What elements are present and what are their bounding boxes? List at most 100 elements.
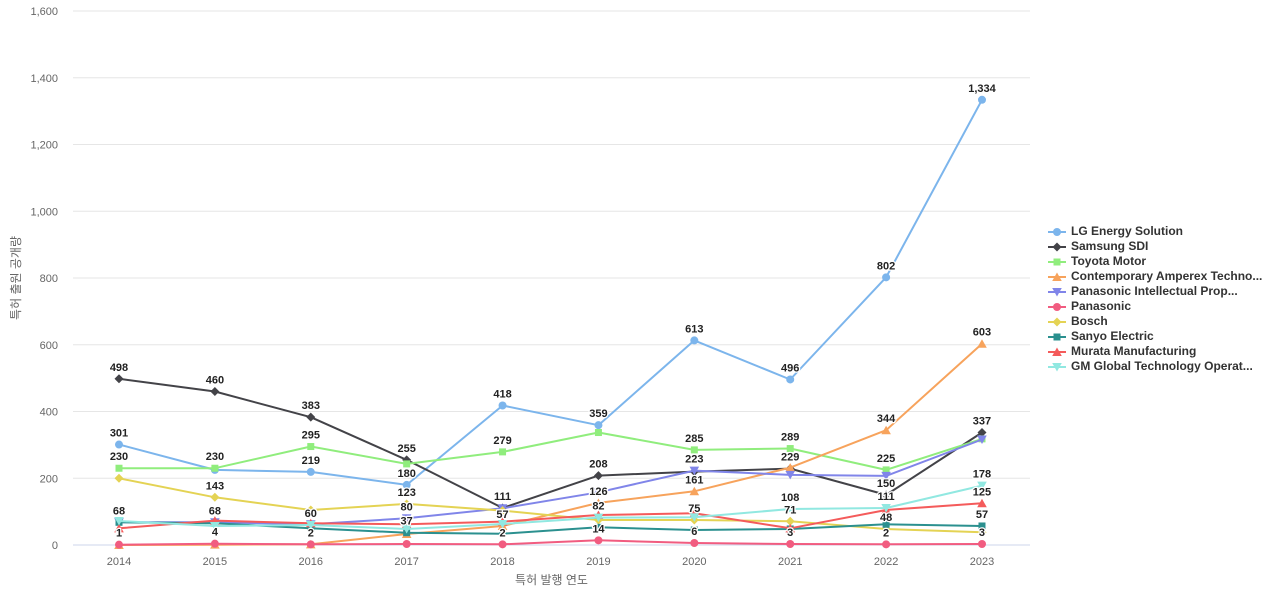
data-point[interactable] <box>786 539 795 548</box>
legend-item-murata-manufacturing[interactable]: Murata Manufacturing <box>1048 344 1262 359</box>
data-point[interactable] <box>594 429 602 437</box>
data-point[interactable] <box>497 519 508 529</box>
data-point[interactable] <box>593 513 604 523</box>
x-axis-tick-label: 2020 <box>682 556 706 568</box>
data-point-label: 289 <box>781 432 799 444</box>
data-point[interactable] <box>210 539 219 548</box>
data-point-label: 219 <box>302 455 320 467</box>
data-point[interactable] <box>977 481 987 491</box>
x-axis-title: 특허 발행 연도 <box>515 572 588 587</box>
data-point[interactable] <box>690 538 699 547</box>
data-point[interactable] <box>306 505 316 515</box>
legend-item-lg-energy-solution[interactable]: LG Energy Solution <box>1048 224 1262 239</box>
data-point[interactable] <box>402 499 412 509</box>
data-point[interactable] <box>498 540 507 549</box>
data-point-label: 123 <box>397 487 415 499</box>
data-point[interactable] <box>401 524 412 534</box>
data-point-label: 285 <box>685 433 703 445</box>
data-point[interactable] <box>114 473 124 483</box>
data-point[interactable] <box>977 498 987 508</box>
data-point[interactable] <box>977 527 987 537</box>
legend-item-toyota-motor[interactable]: Toyota Motor <box>1048 254 1262 269</box>
data-point[interactable] <box>882 273 891 282</box>
data-point[interactable] <box>499 530 507 538</box>
data-point[interactable] <box>115 464 123 472</box>
data-point[interactable] <box>881 490 891 500</box>
legend-item-sanyo-electric[interactable]: Sanyo Electric <box>1048 329 1262 344</box>
data-point[interactable] <box>881 425 891 435</box>
data-point[interactable] <box>882 466 890 474</box>
data-point[interactable] <box>689 486 700 496</box>
data-point[interactable] <box>593 471 603 481</box>
data-point[interactable] <box>977 339 987 348</box>
data-point-label: 230 <box>110 451 128 463</box>
data-point-label: 68 <box>209 505 221 517</box>
data-point[interactable] <box>785 463 796 472</box>
data-point[interactable] <box>210 521 220 531</box>
data-point[interactable] <box>211 464 219 472</box>
legend-symbol <box>1052 317 1062 326</box>
legend-item-contemporary-amperex-techno-[interactable]: Contemporary Amperex Techno... <box>1048 269 1262 284</box>
data-point[interactable] <box>882 520 890 528</box>
series-lg-energy-solution <box>115 95 986 489</box>
legend-item-gm-global-technology-operat-[interactable]: GM Global Technology Operat... <box>1048 359 1262 374</box>
legend-item-bosch[interactable]: Bosch <box>1048 314 1262 329</box>
data-point[interactable] <box>977 539 986 548</box>
data-point[interactable] <box>402 480 411 489</box>
series-line <box>118 484 983 530</box>
data-point[interactable] <box>401 514 412 523</box>
data-point[interactable] <box>498 506 508 516</box>
legend-marker-icon <box>1048 272 1066 281</box>
data-point[interactable] <box>210 492 220 502</box>
data-point[interactable] <box>115 440 123 449</box>
data-point-label: 2 <box>499 527 505 539</box>
data-point[interactable] <box>690 446 698 454</box>
data-point[interactable] <box>114 374 124 384</box>
series-line <box>118 377 983 509</box>
data-point[interactable] <box>786 375 795 384</box>
data-point[interactable] <box>307 443 315 451</box>
legend-item-panasonic[interactable]: Panasonic <box>1048 299 1262 314</box>
data-point[interactable] <box>690 526 698 534</box>
data-point[interactable] <box>305 520 316 530</box>
legend-item-label: Sanyo Electric <box>1071 329 1154 343</box>
data-point[interactable] <box>498 401 507 410</box>
series-line <box>118 431 983 471</box>
data-point[interactable] <box>785 470 796 480</box>
data-point[interactable] <box>785 504 796 514</box>
data-point[interactable] <box>786 445 794 453</box>
data-point[interactable] <box>306 467 315 476</box>
data-point[interactable] <box>402 539 411 548</box>
data-point[interactable] <box>210 386 220 396</box>
data-point[interactable] <box>977 95 986 104</box>
legend-item-panasonic-intellectual-prop-[interactable]: Panasonic Intellectual Prop... <box>1048 284 1262 299</box>
data-point[interactable] <box>881 471 891 481</box>
data-point[interactable] <box>785 516 795 526</box>
data-point[interactable] <box>689 513 700 522</box>
data-point[interactable] <box>594 421 603 430</box>
data-point[interactable] <box>594 523 602 531</box>
data-point[interactable] <box>977 435 987 445</box>
data-point[interactable] <box>306 412 316 422</box>
data-point[interactable] <box>115 540 123 549</box>
data-point[interactable] <box>593 498 604 507</box>
data-point[interactable] <box>978 522 986 530</box>
data-point[interactable] <box>114 523 124 533</box>
data-point[interactable] <box>499 448 507 456</box>
data-point[interactable] <box>882 540 891 549</box>
data-point[interactable] <box>403 460 411 468</box>
data-point-label: 802 <box>877 260 895 272</box>
data-point[interactable] <box>785 523 796 533</box>
data-point-label: 3 <box>787 527 793 539</box>
data-point[interactable] <box>881 503 891 513</box>
data-point[interactable] <box>593 488 604 497</box>
data-point[interactable] <box>690 336 699 345</box>
data-point[interactable] <box>306 540 315 549</box>
data-point[interactable] <box>114 516 124 526</box>
legend-item-samsung-sdi[interactable]: Samsung SDI <box>1048 239 1262 254</box>
data-point[interactable] <box>977 428 987 438</box>
data-point[interactable] <box>594 536 603 545</box>
data-point[interactable] <box>689 466 700 476</box>
